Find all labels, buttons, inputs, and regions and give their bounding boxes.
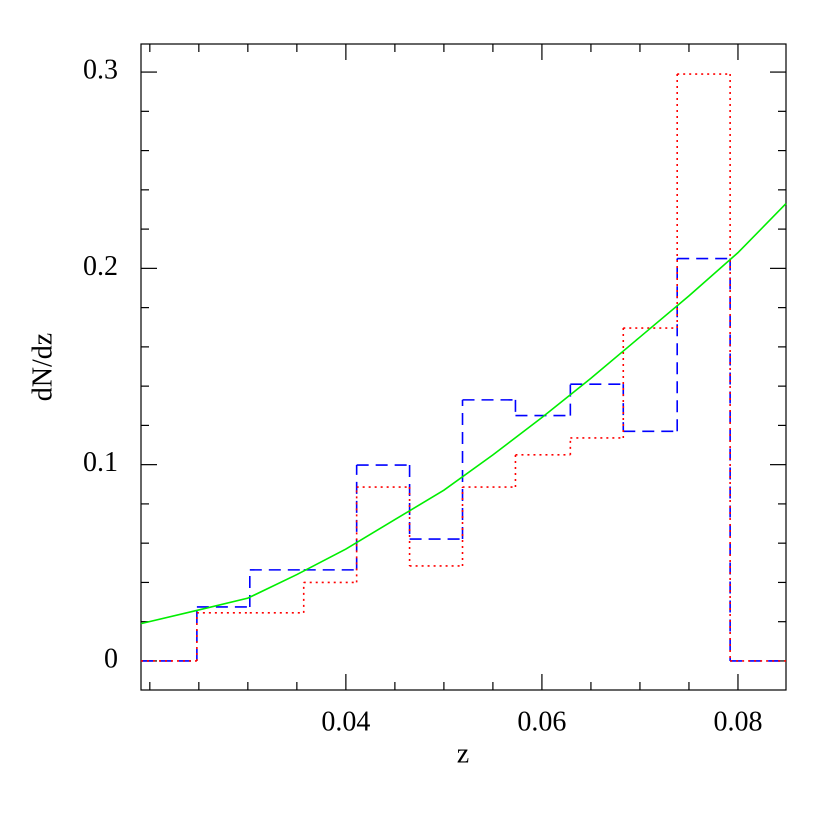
x-axis-label: z: [457, 738, 469, 769]
y-tick-label: 0.1: [83, 447, 118, 478]
curve: [140, 203, 787, 625]
x-tick-label: 0.06: [517, 706, 566, 737]
plot-frame: [140, 43, 787, 691]
x-tick-label: 0.08: [713, 706, 762, 737]
y-tick-label: 0.3: [83, 54, 118, 85]
x-tick-label: 0.04: [321, 706, 370, 737]
y-tick-label: 0.2: [83, 251, 118, 282]
y-tick-label: 0: [104, 643, 118, 674]
y-axis-label: dN/dz: [27, 333, 58, 401]
